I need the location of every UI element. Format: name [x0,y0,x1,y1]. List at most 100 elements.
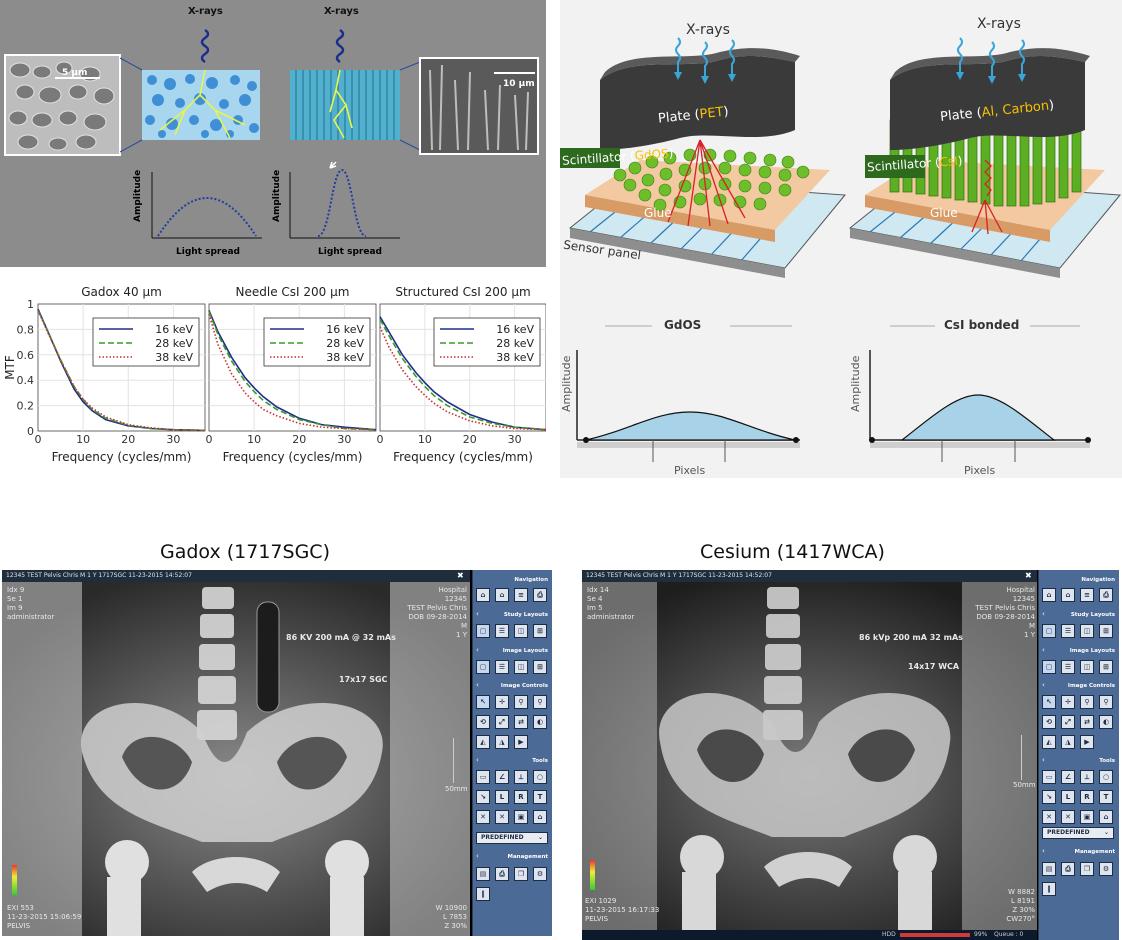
contrast-icon[interactable]: ◐ [1099,715,1113,729]
text-button[interactable]: T [533,790,547,804]
marker-l-button[interactable]: L [1061,790,1075,804]
home-icon[interactable]: ⌂ [1042,588,1056,602]
marker-r-button[interactable]: R [514,790,528,804]
copy-icon[interactable]: ❐ [514,867,528,881]
list-icon[interactable]: ≡ [1080,588,1094,602]
image-1x1-icon[interactable]: ▢ [1042,660,1056,674]
section-tools: Tools [532,758,548,764]
print-icon[interactable]: ⎙ [1061,862,1075,876]
close-icon[interactable]: ✖ [457,571,464,580]
image-2col-icon[interactable]: ◫ [514,660,528,674]
fit-icon[interactable]: ⤢ [495,715,509,729]
level-icon[interactable]: ◮ [1061,735,1075,749]
fit-icon[interactable]: ⤢ [1061,715,1075,729]
image-2col-icon[interactable]: ◫ [1080,660,1094,674]
ruler-icon[interactable]: ▭ [476,770,490,784]
arrow-icon[interactable]: ↘ [1042,790,1056,804]
delete-all-icon[interactable]: ✕ [1061,810,1075,824]
delete-icon[interactable]: ✕ [476,810,490,824]
save-icon[interactable]: ▤ [476,867,490,881]
print-icon[interactable]: ⎙ [495,867,509,881]
flip-icon[interactable]: ⇄ [514,715,528,729]
predefined-dropdown[interactable]: PREDEFINED ⌄ [476,832,548,844]
home-icon[interactable]: ⌂ [476,588,490,602]
pause-icon[interactable]: ‖ [1042,882,1056,896]
pointer-icon[interactable]: ↖ [1042,695,1056,709]
print-icon[interactable]: ⎙ [533,588,547,602]
stitch-icon[interactable]: ⌂ [533,810,547,824]
print-icon[interactable]: ⎙ [1099,588,1113,602]
layout-2row-icon[interactable]: ☰ [1061,624,1075,638]
list-icon[interactable]: ≡ [514,588,528,602]
marker-r-button[interactable]: R [1080,790,1094,804]
text-button[interactable]: T [1099,790,1113,804]
delete-all-icon[interactable]: ✕ [495,810,509,824]
pointer-icon[interactable]: ↖ [476,695,490,709]
layout-2col-icon[interactable]: ◫ [1080,624,1094,638]
image-1x1-icon[interactable]: ▢ [476,660,490,674]
rotate-icon[interactable]: ⟲ [1042,715,1056,729]
zoom-icon[interactable]: ⚲ [514,695,528,709]
sidebar: Navigation ⌂ ⌂ ≡ ⎙ Study Layouts ‹ ▢ ☰ ◫… [1038,570,1119,940]
image-4grid-icon[interactable]: ⊞ [533,660,547,674]
invert-icon[interactable]: ▶ [514,735,528,749]
layout-4grid-icon[interactable]: ⊞ [533,624,547,638]
amplitude-label-gdos: Amplitude [560,355,573,412]
chart-title: Structured CsI 200 µm [395,285,530,299]
section-image-controls: Image Controls [1067,683,1115,689]
angle-icon[interactable]: ∠ [1061,770,1075,784]
window-icon[interactable]: ◭ [1042,735,1056,749]
flip-icon[interactable]: ⇄ [1080,715,1094,729]
section-navigation: Navigation [1081,577,1115,583]
image-4grid-icon[interactable]: ⊞ [1099,660,1113,674]
ellipse-icon[interactable]: ○ [1099,770,1113,784]
predefined-dropdown[interactable]: PREDEFINED ⌄ [1042,827,1114,839]
shutter-icon[interactable]: ▣ [1080,810,1094,824]
home-icon[interactable]: ⌂ [495,588,509,602]
layout-1x1-icon[interactable]: ▢ [1042,624,1056,638]
shutter-icon[interactable]: ▣ [514,810,528,824]
contrast-icon[interactable]: ◐ [533,715,547,729]
magnify-icon[interactable]: ⚲ [533,695,547,709]
pan-icon[interactable]: ✛ [1061,695,1075,709]
layout-1x1-icon[interactable]: ▢ [476,624,490,638]
zoom-icon[interactable]: ⚲ [1080,695,1094,709]
save-icon[interactable]: ▤ [1042,862,1056,876]
hdd-percent: 99% [974,931,988,938]
layout-2row-icon[interactable]: ☰ [495,624,509,638]
settings-icon[interactable]: ⚙ [533,867,547,881]
xray-image[interactable] [582,582,1037,930]
settings-icon[interactable]: ⚙ [1099,862,1113,876]
marker-l-button[interactable]: L [495,790,509,804]
ruler-icon[interactable]: ▭ [1042,770,1056,784]
series-line-28-keV [208,311,377,431]
x-tick-label: 30 [166,433,180,446]
angle-icon[interactable]: ∠ [495,770,509,784]
invert-icon[interactable]: ▶ [1080,735,1094,749]
layout-4grid-icon[interactable]: ⊞ [1099,624,1113,638]
copy-icon[interactable]: ❐ [1080,862,1094,876]
cobb-icon[interactable]: ⟂ [1080,770,1094,784]
image-2row-icon[interactable]: ☰ [1061,660,1075,674]
magnify-icon[interactable]: ⚲ [1099,695,1113,709]
delete-icon[interactable]: ✕ [1042,810,1056,824]
home-icon[interactable]: ⌂ [1061,588,1075,602]
image-2row-icon[interactable]: ☰ [495,660,509,674]
layout-2col-icon[interactable]: ◫ [514,624,528,638]
pan-icon[interactable]: ✛ [495,695,509,709]
x-tick-label: 20 [292,433,306,446]
x-tick-label: 0 [35,433,42,446]
rotate-icon[interactable]: ⟲ [476,715,490,729]
pause-icon[interactable]: ‖ [476,887,490,901]
arrow-icon[interactable]: ↘ [476,790,490,804]
legend-label: 28 keV [155,337,193,350]
ellipse-icon[interactable]: ○ [533,770,547,784]
cobb-icon[interactable]: ⟂ [514,770,528,784]
window-icon[interactable]: ◭ [476,735,490,749]
series-line-38-keV [208,313,377,431]
stitch-icon[interactable]: ⌂ [1099,810,1113,824]
pixels-label-gdos: Pixels [674,464,706,477]
close-icon[interactable]: ✖ [1025,571,1032,580]
level-icon[interactable]: ◮ [495,735,509,749]
y-tick-label: 0.4 [17,374,35,387]
